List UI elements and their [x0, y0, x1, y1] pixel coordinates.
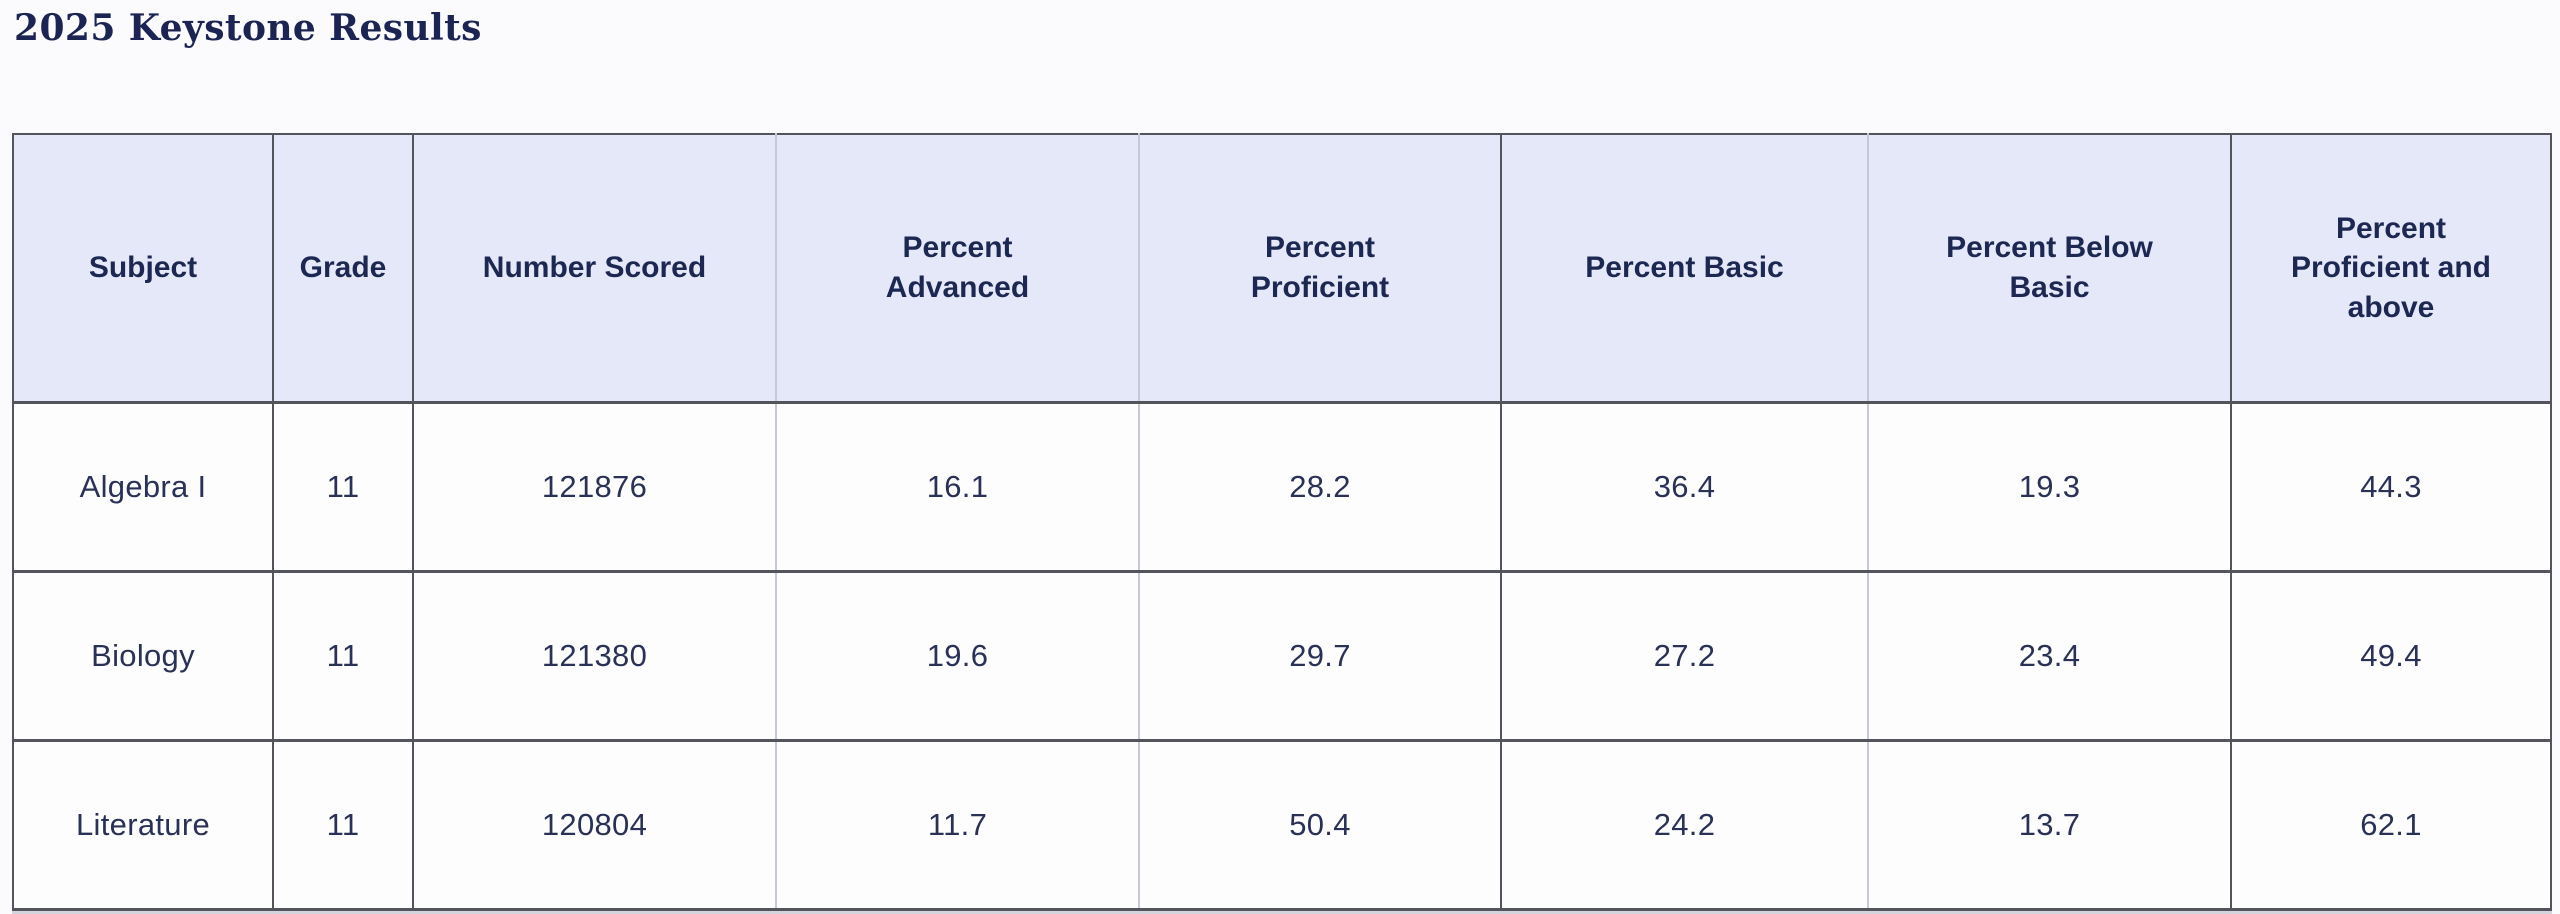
column-header-subject-label: Subject	[88, 251, 198, 285]
column-header-percent-below-basic: Percent Below Basic	[1868, 134, 2232, 403]
column-header-percent-basic-label: Percent Basic	[1585, 251, 1784, 285]
cell-subject: Algebra I	[13, 402, 274, 572]
table-row-literature: Literature 11 120804 11.7 50.4 24.2 13.7…	[13, 740, 2551, 910]
cell-percent-proficient-above: 44.3	[2231, 402, 2551, 572]
table-row-biology: Biology 11 121380 19.6 29.7 27.2 23.4 49…	[13, 571, 2551, 741]
column-header-percent-proficient-above: Percent Proficient and above	[2231, 134, 2551, 403]
column-header-percent-proficient: Percent Proficient	[1139, 134, 1502, 403]
column-header-percent-advanced-label: Percent Advanced	[885, 231, 1030, 304]
cell-grade: 11	[273, 402, 414, 572]
cell-number-scored: 121380	[413, 571, 777, 741]
column-header-number-scored-label: Number Scored	[482, 251, 707, 285]
cell-percent-below-basic: 13.7	[1868, 740, 2232, 910]
cell-subject: Literature	[13, 740, 274, 910]
cell-percent-advanced: 16.1	[776, 402, 1140, 572]
cell-percent-below-basic: 23.4	[1868, 571, 2232, 741]
column-header-percent-basic: Percent Basic	[1501, 134, 1869, 403]
cell-percent-proficient: 28.2	[1139, 402, 1502, 572]
cell-percent-advanced: 11.7	[776, 740, 1140, 910]
cell-number-scored: 120804	[413, 740, 777, 910]
column-header-percent-proficient-label: Percent Proficient	[1250, 231, 1390, 304]
cell-subject: Biology	[13, 571, 274, 741]
column-header-percent-proficient-above-label: Percent Proficient and above	[2290, 211, 2492, 324]
cell-percent-below-basic: 19.3	[1868, 402, 2232, 572]
cell-percent-proficient-above: 49.4	[2231, 571, 2551, 741]
cell-percent-basic: 27.2	[1501, 571, 1869, 741]
column-header-grade-label: Grade	[299, 251, 387, 285]
column-header-grade: Grade	[273, 134, 414, 403]
column-header-percent-advanced: Percent Advanced	[776, 134, 1140, 403]
column-header-percent-below-basic-label: Percent Below Basic	[1946, 231, 2153, 304]
page-title: 2025 Keystone Results	[14, 7, 482, 49]
cell-grade: 11	[273, 740, 414, 910]
cell-percent-basic: 24.2	[1501, 740, 1869, 910]
cell-number-scored: 121876	[413, 402, 777, 572]
cell-percent-basic: 36.4	[1501, 402, 1869, 572]
cell-percent-proficient: 50.4	[1139, 740, 1502, 910]
table-row-algebra-i: Algebra I 11 121876 16.1 28.2 36.4 19.3 …	[13, 402, 2551, 572]
cell-percent-proficient: 29.7	[1139, 571, 1502, 741]
keystone-results-table: Subject Grade Number Scored Percent Adva…	[12, 133, 2552, 911]
column-header-subject: Subject	[13, 134, 274, 403]
column-header-number-scored: Number Scored	[413, 134, 777, 403]
cell-percent-proficient-above: 62.1	[2231, 740, 2551, 910]
cell-grade: 11	[273, 571, 414, 741]
table-header-row: Subject Grade Number Scored Percent Adva…	[13, 134, 2551, 403]
cell-percent-advanced: 19.6	[776, 571, 1140, 741]
